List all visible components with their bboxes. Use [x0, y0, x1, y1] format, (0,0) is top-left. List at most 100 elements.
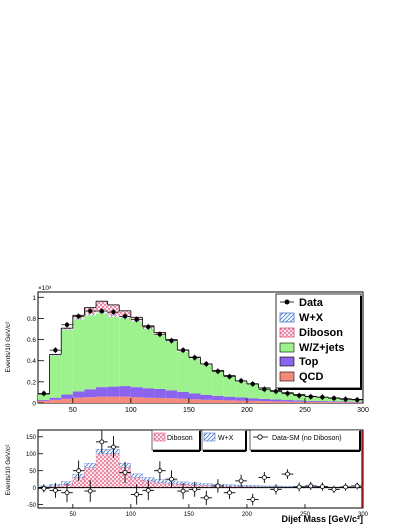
residual-point-22 — [296, 484, 302, 490]
data-point-17 — [238, 378, 244, 383]
stack-bar-qcd-24 — [316, 402, 329, 403]
legend-swatch-qcd — [279, 371, 295, 382]
stack-bar-wzjets-7 — [119, 318, 131, 387]
residual-point-23 — [308, 483, 314, 489]
residual-point-11 — [169, 476, 174, 482]
data-point-6 — [111, 309, 116, 315]
residual-bar-wx-21 — [281, 486, 294, 488]
data-point-2 — [64, 322, 70, 327]
stack-bar-wx-4 — [84, 313, 97, 316]
data-point-1 — [53, 347, 58, 353]
stack-bar-qcd-19 — [258, 401, 271, 403]
stack-bar-qcd-5 — [96, 396, 108, 403]
residual-point-9 — [145, 487, 151, 493]
data-point-15 — [215, 369, 221, 374]
data-point-18 — [250, 381, 255, 387]
stack-bar-wzjets-12 — [177, 351, 189, 392]
main-legend: Data W+X Diboson W/Z+jets Top QCD — [275, 293, 362, 390]
stack-bar-top-20 — [270, 399, 282, 402]
top-x-tick-label-4: 250 — [299, 407, 311, 414]
data-point-13 — [192, 355, 197, 360]
data-point-26 — [343, 397, 348, 402]
bottom-y-tick-label-3: 100 — [26, 452, 37, 458]
stack-bar-wzjets-18 — [246, 384, 259, 399]
data-point-5 — [99, 308, 105, 314]
stack-bar-top-6 — [107, 386, 120, 397]
top-x-tick-label-0: 50 — [69, 407, 77, 414]
stack-bar-wzjets-3 — [72, 319, 85, 392]
residual-point-10 — [157, 468, 163, 474]
stack-bar-top-4 — [84, 389, 97, 398]
bottom-frame — [37, 429, 364, 509]
data-point-19 — [262, 387, 267, 392]
stack-bar-top-17 — [235, 397, 247, 401]
data-point-11 — [169, 338, 174, 343]
top-x-tick-label-3: 200 — [241, 407, 253, 414]
bottom-x-tick-label-1: 100 — [126, 512, 137, 518]
residual-bars — [37, 449, 364, 488]
data-point-7 — [122, 314, 128, 319]
legend-entry-diboson: Diboson — [299, 327, 343, 339]
stack-bar-wzjets-17 — [235, 381, 247, 398]
stack-bar-wzjets-9 — [142, 329, 155, 389]
stack-bar-top-5 — [96, 387, 108, 397]
residual-bar-diboson-10 — [153, 482, 166, 488]
main-stack-panel: 50 100 150 200 250 300 0 0.2 0.4 0.6 0.8 1 Events/1… — [5, 285, 369, 414]
residual-point-26 — [343, 484, 348, 490]
residual-point-12 — [180, 488, 186, 494]
stack-bar-diboson-5 — [96, 301, 108, 312]
stack-bar-qcd-23 — [304, 401, 317, 403]
stack-bar-top-10 — [154, 388, 166, 398]
stack-bar-qcd-18 — [246, 400, 259, 403]
top-y-tick-label-3: 0.6 — [27, 337, 36, 344]
residual-point-8 — [134, 492, 140, 497]
stack-bar-qcd-9 — [142, 397, 155, 403]
stack-bar-wzjets-10 — [154, 335, 166, 389]
stack-bar-qcd-17 — [235, 400, 247, 403]
top-y-tick-label-1: 0.2 — [27, 379, 36, 386]
stack-bar-wzjets-2 — [61, 330, 73, 395]
legend-swatch-diboson — [279, 327, 295, 338]
legend-residual-marker — [257, 434, 263, 440]
legend-residual-label: Data-SM (no Diboson) — [272, 435, 342, 442]
stack-bar-qcd-1 — [49, 399, 62, 403]
legend-residual-box: Data-SM (no Diboson) — [249, 429, 361, 452]
stack-bar-top-8 — [130, 387, 143, 398]
residual-bar-wx-14 — [200, 483, 213, 486]
stack-bar-qcd-12 — [177, 398, 189, 403]
stacked-bars — [38, 300, 363, 403]
top-y-axis-label: Events/10 GeV/c² — [5, 321, 12, 373]
legend-entry-qcd: QCD — [299, 371, 324, 383]
residual-bar-wx-9 — [142, 477, 155, 482]
legend-diboson-label: Diboson — [167, 435, 193, 442]
bottom-x-tick-label-0: 50 — [69, 512, 76, 518]
data-point-4 — [88, 308, 93, 314]
residual-point-2 — [64, 490, 70, 496]
data-point-16 — [227, 374, 232, 379]
stack-bar-wx-6 — [107, 315, 120, 317]
residual-points — [38, 430, 363, 506]
stack-bar-wx-2 — [61, 329, 73, 331]
stack-bar-qcd-0 — [38, 400, 50, 403]
residual-bar-wx-16 — [223, 484, 236, 487]
residual-point-14 — [203, 495, 209, 501]
data-point-20 — [273, 389, 279, 394]
stack-bar-top-22 — [293, 400, 305, 402]
stack-bar-qcd-10 — [154, 397, 166, 403]
bottom-x-tick-label-4: 250 — [300, 512, 311, 518]
stack-bar-top-3 — [72, 391, 85, 398]
stack-bar-top-7 — [119, 386, 131, 397]
stack-bar-qcd-13 — [188, 399, 201, 403]
data-point-23 — [308, 394, 313, 399]
data-point-8 — [134, 317, 139, 322]
top-x-tick-label-1: 100 — [125, 407, 137, 414]
bottom-x-tick-label-2: 150 — [184, 512, 195, 518]
residual-point-27 — [354, 483, 360, 489]
stack-bar-wzjets-21 — [281, 393, 294, 401]
bottom-axes: 50 100 150 200 250 300 -50 0 50 100 150 — [26, 435, 369, 518]
stack-bar-qcd-11 — [165, 398, 178, 403]
stack-bar-top-11 — [165, 390, 178, 399]
data-point-9 — [146, 324, 151, 330]
residual-bar-wx-8 — [130, 473, 143, 478]
legend-entry-wx: W+X — [299, 312, 324, 324]
